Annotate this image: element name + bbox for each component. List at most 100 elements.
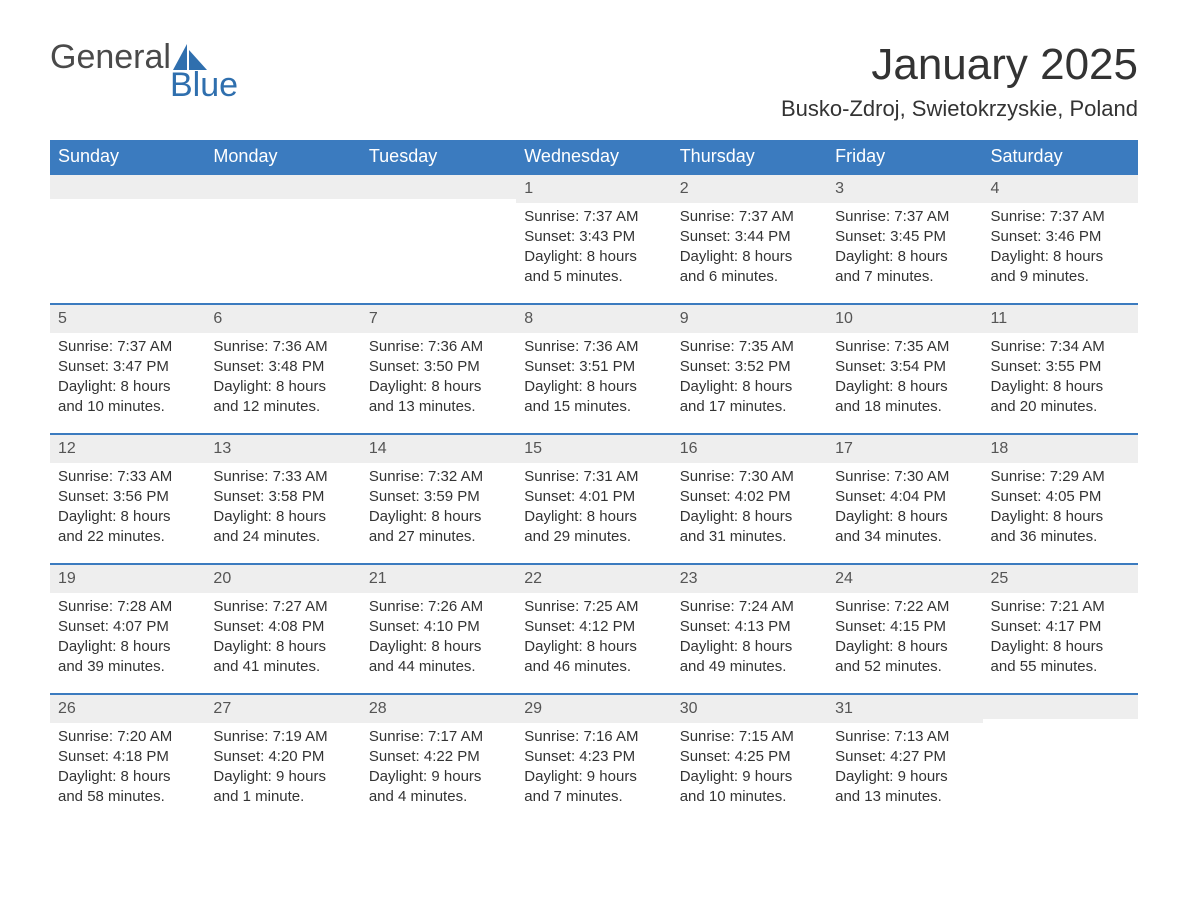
sunset-text: Sunset: 3:48 PM (213, 357, 352, 377)
daylight2-text: and 31 minutes. (680, 527, 819, 547)
sunset-text: Sunset: 4:27 PM (835, 747, 974, 767)
day-cell: 27Sunrise: 7:19 AMSunset: 4:20 PMDayligh… (205, 695, 360, 823)
sunset-text: Sunset: 4:20 PM (213, 747, 352, 767)
day-cell: 15Sunrise: 7:31 AMSunset: 4:01 PMDayligh… (516, 435, 671, 563)
day-body: Sunrise: 7:35 AMSunset: 3:52 PMDaylight:… (672, 333, 827, 428)
daylight1-text: Daylight: 8 hours (369, 377, 508, 397)
sunrise-text: Sunrise: 7:22 AM (835, 597, 974, 617)
weekday-header: Wednesday (516, 140, 671, 173)
sunset-text: Sunset: 4:25 PM (680, 747, 819, 767)
sunrise-text: Sunrise: 7:28 AM (58, 597, 197, 617)
day-number: 24 (827, 565, 982, 593)
day-number: 6 (205, 305, 360, 333)
day-body: Sunrise: 7:33 AMSunset: 3:58 PMDaylight:… (205, 463, 360, 558)
sunrise-text: Sunrise: 7:29 AM (991, 467, 1130, 487)
day-cell: 16Sunrise: 7:30 AMSunset: 4:02 PMDayligh… (672, 435, 827, 563)
daylight1-text: Daylight: 8 hours (58, 637, 197, 657)
daylight1-text: Daylight: 8 hours (213, 377, 352, 397)
day-body: Sunrise: 7:19 AMSunset: 4:20 PMDaylight:… (205, 723, 360, 818)
day-cell: 26Sunrise: 7:20 AMSunset: 4:18 PMDayligh… (50, 695, 205, 823)
sunrise-text: Sunrise: 7:20 AM (58, 727, 197, 747)
daylight1-text: Daylight: 8 hours (524, 507, 663, 527)
daylight1-text: Daylight: 8 hours (524, 247, 663, 267)
day-body (50, 199, 205, 213)
day-cell: 2Sunrise: 7:37 AMSunset: 3:44 PMDaylight… (672, 175, 827, 303)
weeks-container: 1Sunrise: 7:37 AMSunset: 3:43 PMDaylight… (50, 173, 1138, 823)
daylight2-text: and 1 minute. (213, 787, 352, 807)
sunset-text: Sunset: 4:08 PM (213, 617, 352, 637)
sunrise-text: Sunrise: 7:35 AM (680, 337, 819, 357)
daylight2-text: and 52 minutes. (835, 657, 974, 677)
week-row: 19Sunrise: 7:28 AMSunset: 4:07 PMDayligh… (50, 563, 1138, 693)
day-body: Sunrise: 7:32 AMSunset: 3:59 PMDaylight:… (361, 463, 516, 558)
day-cell: 23Sunrise: 7:24 AMSunset: 4:13 PMDayligh… (672, 565, 827, 693)
day-number: 15 (516, 435, 671, 463)
day-cell: 8Sunrise: 7:36 AMSunset: 3:51 PMDaylight… (516, 305, 671, 433)
day-body: Sunrise: 7:25 AMSunset: 4:12 PMDaylight:… (516, 593, 671, 688)
sunrise-text: Sunrise: 7:36 AM (524, 337, 663, 357)
day-number (50, 175, 205, 199)
week-row: 26Sunrise: 7:20 AMSunset: 4:18 PMDayligh… (50, 693, 1138, 823)
day-body: Sunrise: 7:37 AMSunset: 3:43 PMDaylight:… (516, 203, 671, 298)
weekday-header: Tuesday (361, 140, 516, 173)
day-cell: 17Sunrise: 7:30 AMSunset: 4:04 PMDayligh… (827, 435, 982, 563)
sunrise-text: Sunrise: 7:31 AM (524, 467, 663, 487)
brand-word-2: Blue (170, 68, 238, 102)
daylight1-text: Daylight: 8 hours (991, 637, 1130, 657)
header: General Blue January 2025 Busko-Zdroj, S… (50, 40, 1138, 122)
day-body: Sunrise: 7:22 AMSunset: 4:15 PMDaylight:… (827, 593, 982, 688)
daylight2-text: and 7 minutes. (524, 787, 663, 807)
daylight1-text: Daylight: 8 hours (680, 637, 819, 657)
day-cell: 4Sunrise: 7:37 AMSunset: 3:46 PMDaylight… (983, 175, 1138, 303)
day-cell (983, 695, 1138, 823)
title-block: January 2025 Busko-Zdroj, Swietokrzyskie… (781, 40, 1138, 122)
day-body: Sunrise: 7:16 AMSunset: 4:23 PMDaylight:… (516, 723, 671, 818)
weekday-header: Monday (205, 140, 360, 173)
day-number: 26 (50, 695, 205, 723)
day-body: Sunrise: 7:37 AMSunset: 3:46 PMDaylight:… (983, 203, 1138, 298)
day-number: 10 (827, 305, 982, 333)
day-cell: 10Sunrise: 7:35 AMSunset: 3:54 PMDayligh… (827, 305, 982, 433)
day-number: 8 (516, 305, 671, 333)
sunrise-text: Sunrise: 7:34 AM (991, 337, 1130, 357)
day-cell: 7Sunrise: 7:36 AMSunset: 3:50 PMDaylight… (361, 305, 516, 433)
sunset-text: Sunset: 3:56 PM (58, 487, 197, 507)
day-number: 25 (983, 565, 1138, 593)
day-number (205, 175, 360, 199)
daylight1-text: Daylight: 8 hours (58, 377, 197, 397)
daylight2-text: and 9 minutes. (991, 267, 1130, 287)
daylight2-text: and 6 minutes. (680, 267, 819, 287)
sunrise-text: Sunrise: 7:15 AM (680, 727, 819, 747)
day-body: Sunrise: 7:15 AMSunset: 4:25 PMDaylight:… (672, 723, 827, 818)
day-body: Sunrise: 7:29 AMSunset: 4:05 PMDaylight:… (983, 463, 1138, 558)
day-cell: 28Sunrise: 7:17 AMSunset: 4:22 PMDayligh… (361, 695, 516, 823)
day-cell: 29Sunrise: 7:16 AMSunset: 4:23 PMDayligh… (516, 695, 671, 823)
sunset-text: Sunset: 3:59 PM (369, 487, 508, 507)
day-cell: 20Sunrise: 7:27 AMSunset: 4:08 PMDayligh… (205, 565, 360, 693)
day-cell: 14Sunrise: 7:32 AMSunset: 3:59 PMDayligh… (361, 435, 516, 563)
day-cell: 1Sunrise: 7:37 AMSunset: 3:43 PMDaylight… (516, 175, 671, 303)
daylight2-text: and 20 minutes. (991, 397, 1130, 417)
weekday-header-row: Sunday Monday Tuesday Wednesday Thursday… (50, 140, 1138, 173)
daylight2-text: and 10 minutes. (58, 397, 197, 417)
day-number: 29 (516, 695, 671, 723)
daylight2-text: and 36 minutes. (991, 527, 1130, 547)
day-body (205, 199, 360, 213)
day-cell: 30Sunrise: 7:15 AMSunset: 4:25 PMDayligh… (672, 695, 827, 823)
day-number: 9 (672, 305, 827, 333)
day-body: Sunrise: 7:36 AMSunset: 3:50 PMDaylight:… (361, 333, 516, 428)
sunrise-text: Sunrise: 7:30 AM (835, 467, 974, 487)
sunrise-text: Sunrise: 7:21 AM (991, 597, 1130, 617)
sunrise-text: Sunrise: 7:19 AM (213, 727, 352, 747)
day-number: 3 (827, 175, 982, 203)
brand-word-1: General (50, 40, 171, 74)
day-number: 4 (983, 175, 1138, 203)
day-body: Sunrise: 7:13 AMSunset: 4:27 PMDaylight:… (827, 723, 982, 818)
day-body: Sunrise: 7:36 AMSunset: 3:48 PMDaylight:… (205, 333, 360, 428)
daylight2-text: and 17 minutes. (680, 397, 819, 417)
daylight2-text: and 55 minutes. (991, 657, 1130, 677)
day-number: 18 (983, 435, 1138, 463)
day-body: Sunrise: 7:26 AMSunset: 4:10 PMDaylight:… (361, 593, 516, 688)
day-number: 11 (983, 305, 1138, 333)
sunset-text: Sunset: 3:52 PM (680, 357, 819, 377)
